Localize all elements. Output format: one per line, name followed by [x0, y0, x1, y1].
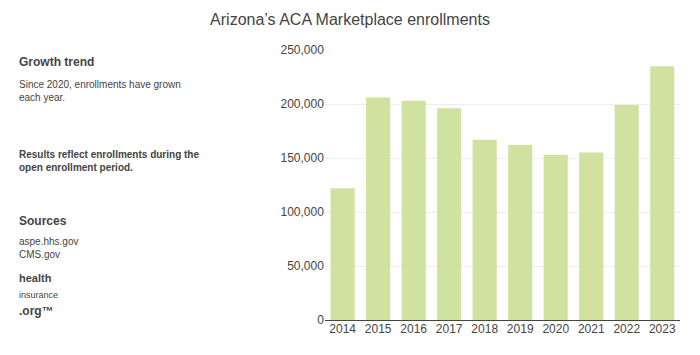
- svg-text:.org™: .org™: [19, 304, 54, 318]
- svg-text:2015: 2015: [365, 322, 392, 336]
- svg-text:2023: 2023: [649, 322, 676, 336]
- svg-text:Arizona’s ACA Marketplace enro: Arizona’s ACA Marketplace enrollments: [210, 11, 490, 28]
- svg-text:Results reflect enrollments du: Results reflect enrollments during theop…: [19, 149, 199, 173]
- svg-text:Sources: Sources: [19, 214, 67, 228]
- svg-text:2016: 2016: [400, 322, 427, 336]
- svg-text:2022: 2022: [613, 322, 640, 336]
- svg-text:250,000: 250,000: [281, 43, 325, 57]
- svg-text:0: 0: [317, 313, 324, 327]
- svg-text:100,000: 100,000: [281, 205, 325, 219]
- svg-text:150,000: 150,000: [281, 151, 325, 165]
- svg-text:200,000: 200,000: [281, 97, 325, 111]
- svg-text:2021: 2021: [578, 322, 605, 336]
- svg-text:aspe.hhs.govCMS.gov: aspe.hhs.govCMS.gov: [19, 236, 79, 260]
- svg-text:insurance: insurance: [19, 290, 58, 300]
- svg-text:Since 2020, enrollments have g: Since 2020, enrollments have growneach y…: [19, 79, 181, 103]
- svg-text:Growth trend: Growth trend: [19, 55, 94, 69]
- svg-text:2014: 2014: [329, 322, 356, 336]
- svg-text:2019: 2019: [507, 322, 534, 336]
- svg-text:2017: 2017: [436, 322, 463, 336]
- svg-text:2018: 2018: [471, 322, 498, 336]
- svg-text:health: health: [19, 272, 52, 284]
- svg-text:50,000: 50,000: [287, 259, 324, 273]
- svg-text:2020: 2020: [542, 322, 569, 336]
